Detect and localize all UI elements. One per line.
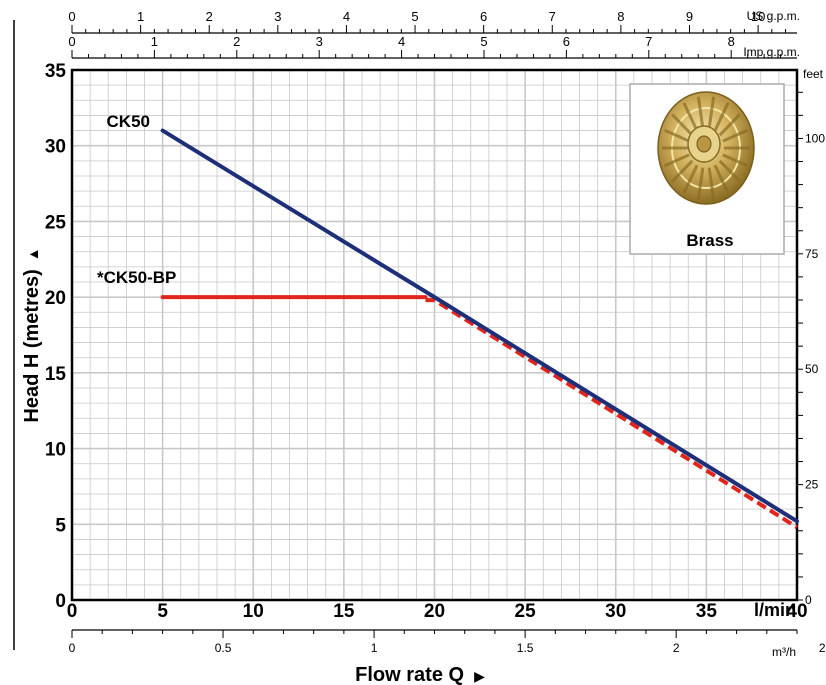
inset-label-brass: Brass bbox=[686, 231, 733, 250]
top-axis-tick-label: 7 bbox=[645, 34, 652, 49]
top-axis-tick-label: 2 bbox=[233, 34, 240, 49]
bottom-m3h-axis: 0 0.5 1 1.5 2 2.5 bbox=[69, 629, 826, 655]
chart-grid bbox=[71, 69, 798, 601]
bottom-axis-tick-label: 2.5 bbox=[819, 641, 826, 655]
x-tick-label: 15 bbox=[333, 601, 355, 622]
inset-panel: Brass bbox=[629, 83, 785, 255]
y-tick-label: 5 bbox=[55, 515, 66, 536]
top-axis-tick-label: 8 bbox=[728, 34, 735, 49]
impeller-spoke bbox=[696, 96, 705, 129]
bottom-axis-tick-label: 2 bbox=[673, 641, 680, 655]
lmin-unit-label: l/min bbox=[754, 600, 796, 620]
impeller-spoke bbox=[713, 164, 730, 194]
impeller-spoke bbox=[664, 153, 690, 168]
impeller-spoke bbox=[671, 159, 694, 183]
x-tick-label: 35 bbox=[696, 601, 718, 622]
top-axis-tick-label: 0 bbox=[68, 9, 75, 24]
top-axis-tick-label: 1 bbox=[137, 9, 144, 24]
y-axis-title: Head H (metres)▲ bbox=[21, 247, 43, 422]
right-axis-tick-label: 100 bbox=[805, 131, 825, 145]
x-axis-ticks: 0 5 10 15 20 25 30 35 40 bbox=[67, 601, 808, 622]
bottom-axis-tick-label: 0 bbox=[69, 641, 76, 655]
x-tick-label: 20 bbox=[424, 601, 445, 622]
series-ck50-line bbox=[160, 128, 799, 524]
top-axis-tick-label: 5 bbox=[480, 34, 487, 49]
bottom-axis-tick-label: 1 bbox=[371, 641, 378, 655]
impeller-spoke bbox=[682, 102, 699, 132]
y-axis-ticks: 0 5 10 15 20 25 30 35 bbox=[45, 61, 67, 612]
right-axis-tick-label: 50 bbox=[805, 362, 819, 376]
series-group bbox=[160, 128, 799, 529]
x-tick-label: 10 bbox=[243, 601, 264, 622]
series-ck50-bp-dashed-line bbox=[425, 298, 799, 529]
bottom-axis-tick-label: 0.5 bbox=[215, 641, 232, 655]
impeller-spoke bbox=[682, 164, 699, 194]
top-axis-tick-label: 0 bbox=[68, 34, 75, 49]
impeller-spoke bbox=[722, 128, 748, 143]
top-axes: 0 1 2 3 4 5 6 7 8 9 100 1 2 3 4 5 6 7 8 bbox=[68, 9, 797, 59]
x-tick-label: 40 bbox=[786, 601, 807, 622]
brass-impeller-icon bbox=[657, 91, 755, 205]
right-axis-tick-label: 0 bbox=[805, 593, 812, 607]
impeller-spoke bbox=[671, 113, 694, 137]
impeller-spoke bbox=[718, 113, 741, 137]
top-axis-tick-label: 2 bbox=[206, 9, 213, 24]
y-tick-label: 0 bbox=[55, 591, 66, 612]
us-gpm-unit-label: US g.p.m. bbox=[747, 9, 800, 23]
imp-gpm-unit-label: Imp g.p.m. bbox=[743, 45, 800, 59]
x-tick-label: 5 bbox=[157, 601, 168, 622]
x-axis-title: Flow rate Q ▶ bbox=[355, 664, 485, 685]
top-axis-tick-label: 10 bbox=[751, 9, 765, 24]
impeller-spoke bbox=[707, 167, 716, 200]
m3h-unit-label: m³/h bbox=[772, 645, 796, 659]
right-axis-tick-label: 75 bbox=[805, 247, 819, 261]
right-feet-axis: 0 25 50 75 100 bbox=[797, 91, 825, 607]
y-tick-label: 20 bbox=[45, 288, 66, 309]
top-axis-tick-label: 6 bbox=[480, 9, 487, 24]
top-axis-tick-label: 8 bbox=[617, 9, 624, 24]
top-axis-tick-label: 3 bbox=[274, 9, 281, 24]
impeller-spoke bbox=[696, 167, 705, 200]
y-tick-label: 35 bbox=[45, 61, 67, 82]
impeller-spoke bbox=[713, 102, 730, 132]
y-tick-label: 25 bbox=[45, 212, 67, 233]
top-axis-tick-label: 7 bbox=[549, 9, 556, 24]
series-label-ck50: CK50 bbox=[107, 112, 150, 131]
series-label-ck50-bp: *CK50-BP bbox=[97, 268, 176, 287]
y-tick-label: 15 bbox=[45, 364, 67, 385]
y-tick-label: 30 bbox=[45, 137, 66, 158]
top-axis-tick-label: 4 bbox=[343, 9, 350, 24]
top-axis-tick-label: 3 bbox=[316, 34, 323, 49]
top-axis-tick-label: 4 bbox=[398, 34, 405, 49]
x-tick-label: 25 bbox=[515, 601, 537, 622]
impeller-spoke bbox=[722, 153, 748, 168]
bottom-axis-tick-label: 1.5 bbox=[517, 641, 534, 655]
impeller-spoke bbox=[664, 128, 690, 143]
impeller-spoke bbox=[707, 96, 716, 129]
x-tick-label: 30 bbox=[605, 601, 626, 622]
top-axis-tick-label: 6 bbox=[563, 34, 570, 49]
top-axis-tick-label: 9 bbox=[686, 9, 693, 24]
impeller-spoke bbox=[718, 159, 741, 183]
y-tick-label: 10 bbox=[45, 440, 66, 461]
x-tick-label: 0 bbox=[67, 601, 78, 622]
right-axis-tick-label: 25 bbox=[805, 478, 819, 492]
top-axis-tick-label: 1 bbox=[151, 34, 158, 49]
top-axis-tick-label: 5 bbox=[411, 9, 418, 24]
feet-unit-label: feet bbox=[803, 67, 824, 81]
plot-frame bbox=[70, 68, 799, 602]
